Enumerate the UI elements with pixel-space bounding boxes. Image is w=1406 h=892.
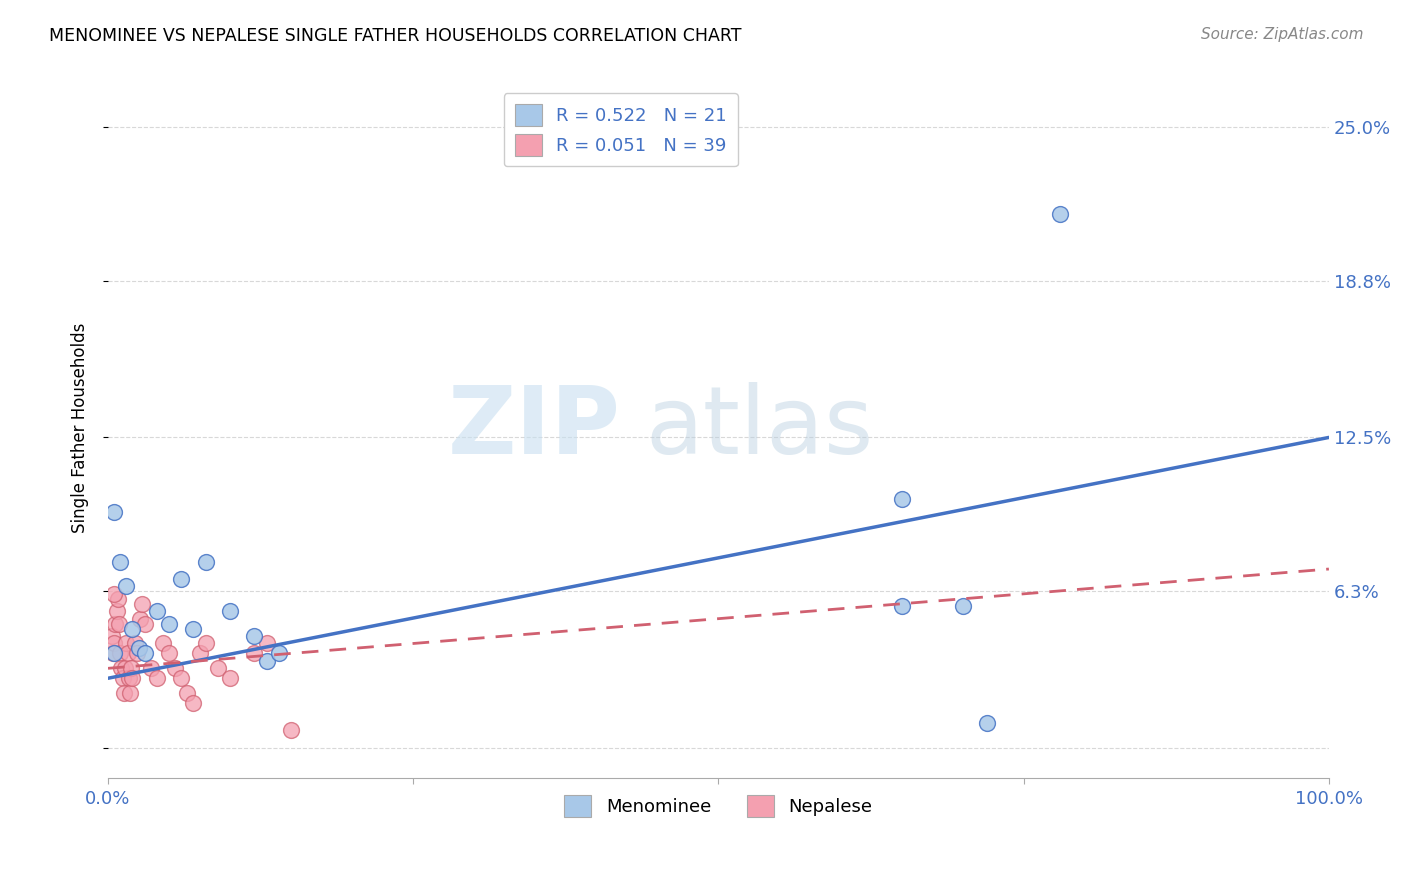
Point bbox=[103, 587, 125, 601]
Point bbox=[976, 715, 998, 730]
Point bbox=[176, 686, 198, 700]
Point bbox=[118, 671, 141, 685]
Point bbox=[152, 636, 174, 650]
Point bbox=[101, 647, 124, 661]
Point bbox=[207, 661, 229, 675]
Point bbox=[256, 654, 278, 668]
Point bbox=[952, 599, 974, 614]
Point bbox=[146, 671, 169, 685]
Point bbox=[188, 647, 211, 661]
Point bbox=[107, 591, 129, 606]
Point bbox=[108, 616, 131, 631]
Point bbox=[105, 604, 128, 618]
Point bbox=[243, 629, 266, 643]
Point bbox=[256, 636, 278, 650]
Point bbox=[112, 686, 135, 700]
Point bbox=[120, 661, 142, 675]
Point bbox=[165, 661, 187, 675]
Point bbox=[110, 661, 132, 675]
Point bbox=[194, 636, 217, 650]
Point bbox=[121, 671, 143, 685]
Point bbox=[108, 647, 131, 661]
Point bbox=[219, 671, 242, 685]
Point bbox=[115, 636, 138, 650]
Point bbox=[131, 597, 153, 611]
Point bbox=[157, 647, 180, 661]
Point bbox=[114, 661, 136, 675]
Point bbox=[100, 629, 122, 643]
Point bbox=[243, 647, 266, 661]
Text: atlas: atlas bbox=[645, 382, 873, 474]
Point bbox=[124, 636, 146, 650]
Y-axis label: Single Father Households: Single Father Households bbox=[72, 322, 89, 533]
Point bbox=[890, 492, 912, 507]
Point bbox=[170, 572, 193, 586]
Point bbox=[194, 555, 217, 569]
Point bbox=[121, 622, 143, 636]
Point bbox=[134, 647, 156, 661]
Text: MENOMINEE VS NEPALESE SINGLE FATHER HOUSEHOLDS CORRELATION CHART: MENOMINEE VS NEPALESE SINGLE FATHER HOUS… bbox=[49, 27, 742, 45]
Point bbox=[146, 604, 169, 618]
Point bbox=[128, 612, 150, 626]
Point bbox=[127, 647, 149, 661]
Point bbox=[219, 604, 242, 618]
Point bbox=[111, 671, 134, 685]
Point bbox=[170, 671, 193, 685]
Point bbox=[115, 579, 138, 593]
Point bbox=[128, 641, 150, 656]
Text: ZIP: ZIP bbox=[449, 382, 621, 474]
Point bbox=[1049, 207, 1071, 221]
Point bbox=[108, 555, 131, 569]
Text: Source: ZipAtlas.com: Source: ZipAtlas.com bbox=[1201, 27, 1364, 42]
Legend: Menominee, Nepalese: Menominee, Nepalese bbox=[557, 788, 880, 824]
Point bbox=[280, 723, 302, 738]
Point bbox=[103, 636, 125, 650]
Point bbox=[183, 696, 205, 710]
Point bbox=[103, 505, 125, 519]
Point bbox=[104, 616, 127, 631]
Point bbox=[267, 647, 290, 661]
Point bbox=[139, 661, 162, 675]
Point bbox=[134, 616, 156, 631]
Point bbox=[118, 686, 141, 700]
Point bbox=[103, 647, 125, 661]
Point bbox=[157, 616, 180, 631]
Point bbox=[117, 647, 139, 661]
Point bbox=[890, 599, 912, 614]
Point bbox=[183, 622, 205, 636]
